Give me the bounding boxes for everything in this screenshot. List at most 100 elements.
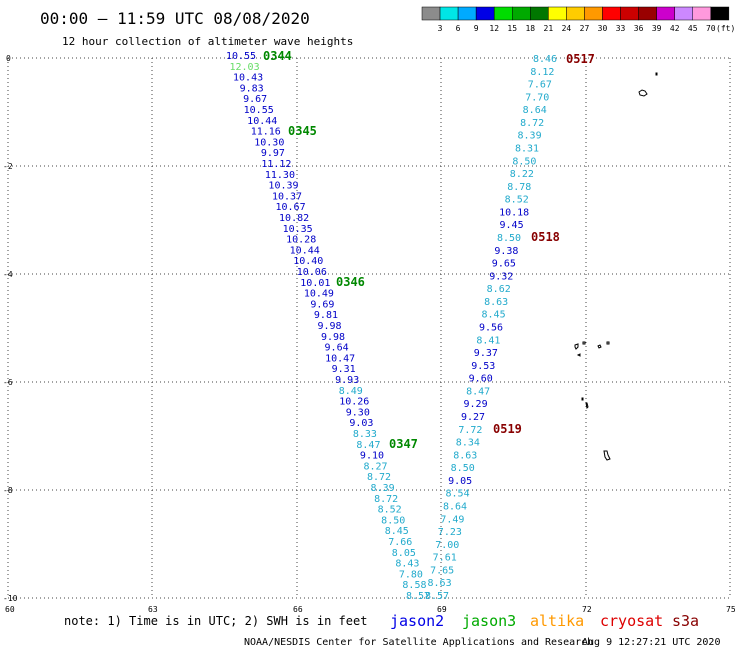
wave-height-value: 9.53 <box>471 361 495 372</box>
x-tick-label: 69 <box>437 605 447 614</box>
wave-height-value: 8.78 <box>507 182 531 193</box>
wave-height-value: 8.63 <box>484 297 508 308</box>
wave-height-value: 8.41 <box>476 335 500 346</box>
wave-height-value: 10.55 <box>226 51 256 62</box>
wave-height-value: 8.34 <box>456 438 480 449</box>
wave-height-value: 10.35 <box>283 224 313 235</box>
wave-height-value: 8.39 <box>518 131 542 142</box>
wave-height-value: 8.50 <box>497 233 521 244</box>
x-tick-label: 66 <box>293 605 303 614</box>
wave-height-value: 8.43 <box>395 559 419 570</box>
wave-height-value: 10.44 <box>290 245 320 256</box>
legend-bin-label: 9 <box>474 24 479 33</box>
wave-height-value: 8.57 <box>425 591 449 602</box>
wave-height-value: 10.49 <box>304 289 334 300</box>
legend-bin-label: 30 <box>598 24 608 33</box>
y-tick-label: -2 <box>3 162 13 171</box>
wave-height-value: 9.69 <box>310 299 334 310</box>
island-shape <box>638 89 648 97</box>
pass-time-label: 0517 <box>566 52 595 66</box>
legend-swatch <box>620 6 639 21</box>
wave-height-value: 7.65 <box>430 565 454 576</box>
wave-height-value: 9.64 <box>325 343 349 354</box>
wave-height-value: 10.82 <box>279 213 309 224</box>
y-tick-label: -6 <box>3 378 13 387</box>
island-shape <box>597 344 602 349</box>
wave-height-value: 9.10 <box>360 451 384 462</box>
wave-height-value: 8.72 <box>374 494 398 505</box>
legend-bin-label: 21 <box>544 24 554 33</box>
pass-time-label: 0347 <box>389 437 418 451</box>
wave-height-value: 8.33 <box>353 429 377 440</box>
wave-height-value: 10.28 <box>286 235 316 246</box>
lat-lon-grid <box>7 57 731 599</box>
wave-height-value: 9.32 <box>489 271 513 282</box>
wave-height-value: 8.47 <box>466 386 490 397</box>
satellite-label: jason2 <box>390 612 444 630</box>
legend-bin-label: 36 <box>634 24 644 33</box>
wave-height-value: 7.23 <box>438 527 462 538</box>
island-shape <box>655 72 658 76</box>
y-tick-label: -4 <box>3 270 13 279</box>
wave-height-value: 12.03 <box>229 62 259 73</box>
color-scale-legend: 3 6 9 12 15 18 21 24 27 30 33 36 39 42 45 70 <box>421 6 730 33</box>
x-tick-label: 75 <box>726 605 736 614</box>
wave-height-value: 7.72 <box>458 425 482 436</box>
wave-height-value: 8.72 <box>520 118 544 129</box>
wave-height-value: 9.98 <box>321 332 345 343</box>
latitude-tick-labels: 0 -2 -4 -6 -8 -10 <box>3 54 18 603</box>
wave-height-value: 7.70 <box>525 92 549 103</box>
wave-height-value: 7.67 <box>528 80 552 91</box>
wave-height-value: 8.64 <box>443 502 467 513</box>
legend-bin-label: 15 <box>507 24 517 33</box>
wave-height-value: 9.03 <box>349 418 373 429</box>
wave-height-value: 10.01 <box>300 278 330 289</box>
legend-swatch <box>548 6 567 21</box>
satellite-legend: jason2 jason3 altika cryosat s3a <box>390 612 699 630</box>
pass-time-label: 0519 <box>493 422 522 436</box>
wave-height-value: 8.39 <box>371 483 395 494</box>
wave-height-value: 7.66 <box>388 537 412 548</box>
wave-height-value: 10.55 <box>244 105 274 116</box>
footer-timestamp: Aug 9 12:27:21 UTC 2020 <box>582 637 720 648</box>
west-track-values: 10.5512.0310.439.839.6710.5510.4411.1610… <box>226 51 430 602</box>
wave-height-value: 9.37 <box>474 348 498 359</box>
wave-height-value: 9.56 <box>479 323 503 334</box>
wave-height-value: 9.38 <box>494 246 518 257</box>
x-tick-label: 60 <box>5 605 15 614</box>
wave-height-value: 7.61 <box>433 553 457 564</box>
wave-height-value: 9.97 <box>261 148 285 159</box>
satellite-label: cryosat <box>600 612 663 630</box>
wave-height-value: 9.83 <box>240 83 264 94</box>
legend-unit: (ft) <box>716 24 735 33</box>
wave-height-value: 8.46 <box>533 54 557 65</box>
legend-swatch <box>674 6 694 21</box>
wave-height-value: 10.37 <box>272 191 302 202</box>
wave-height-value: 10.26 <box>339 397 369 408</box>
island-shape <box>582 341 586 345</box>
wave-height-value: 8.12 <box>530 67 554 78</box>
wave-height-value: 10.39 <box>268 181 298 192</box>
island-shape <box>574 343 579 350</box>
legend-swatch <box>421 6 441 21</box>
satellite-label: s3a <box>672 612 699 630</box>
wave-height-value: 7.49 <box>440 514 464 525</box>
legend-swatch <box>439 6 459 21</box>
wave-height-value: 8.50 <box>381 515 405 526</box>
pass-time-label: 0345 <box>288 124 317 138</box>
island-outlines <box>574 72 658 461</box>
wave-height-value: 9.81 <box>314 310 338 321</box>
wave-height-value: 11.30 <box>265 170 295 181</box>
wave-height-value: 9.93 <box>335 375 359 386</box>
legend-bin-label: 18 <box>525 24 535 33</box>
legend-bin-label: 3 <box>438 24 443 33</box>
legend-bin-label: 6 <box>456 24 461 33</box>
legend-swatch <box>710 6 730 21</box>
legend-bin-label: 45 <box>688 24 698 33</box>
wave-height-value: 9.65 <box>492 259 516 270</box>
pass-time-labels: 0344 0345 0346 0347 0517 0518 0519 <box>263 49 595 451</box>
footer-credit: NOAA/NESDIS Center for Satellite Applica… <box>244 637 593 648</box>
legend-bin-label: 12 <box>489 24 499 33</box>
wave-height-value: 8.54 <box>446 489 470 500</box>
